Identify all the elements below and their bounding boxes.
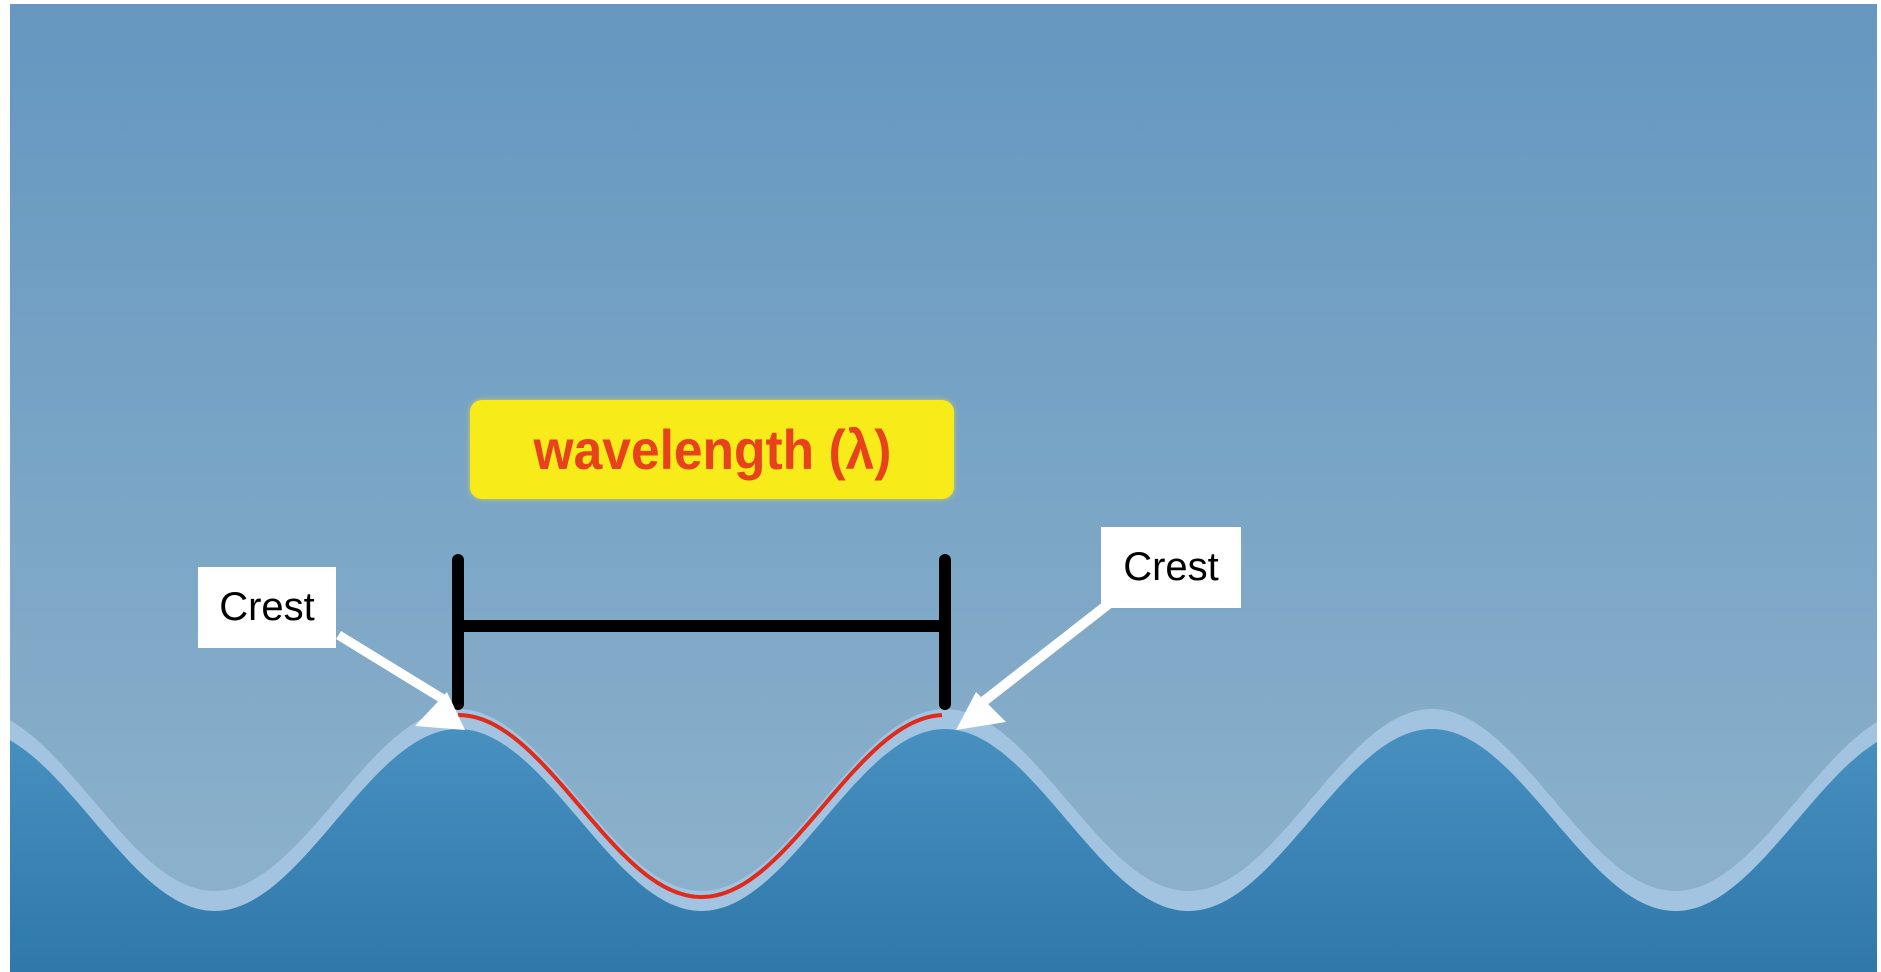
crest-label-left: Crest [198,567,336,648]
arrow-icon [956,598,1114,730]
arrow-icon [336,631,465,730]
ocean-water [10,729,1877,972]
wavelength-highlight-curve [457,713,943,900]
wave-diagram: wavelength (λ) Crest Crest [10,4,1877,972]
crest-label-right-text: Crest [1123,545,1219,589]
wavelength-label-badge: wavelength (λ) [470,400,954,499]
wavelength-bracket [452,554,951,710]
wave-scene [10,4,1877,972]
crest-label-left-text: Crest [219,585,315,629]
crest-label-right: Crest [1101,527,1241,608]
wavelength-label: wavelength (λ) [533,418,891,481]
